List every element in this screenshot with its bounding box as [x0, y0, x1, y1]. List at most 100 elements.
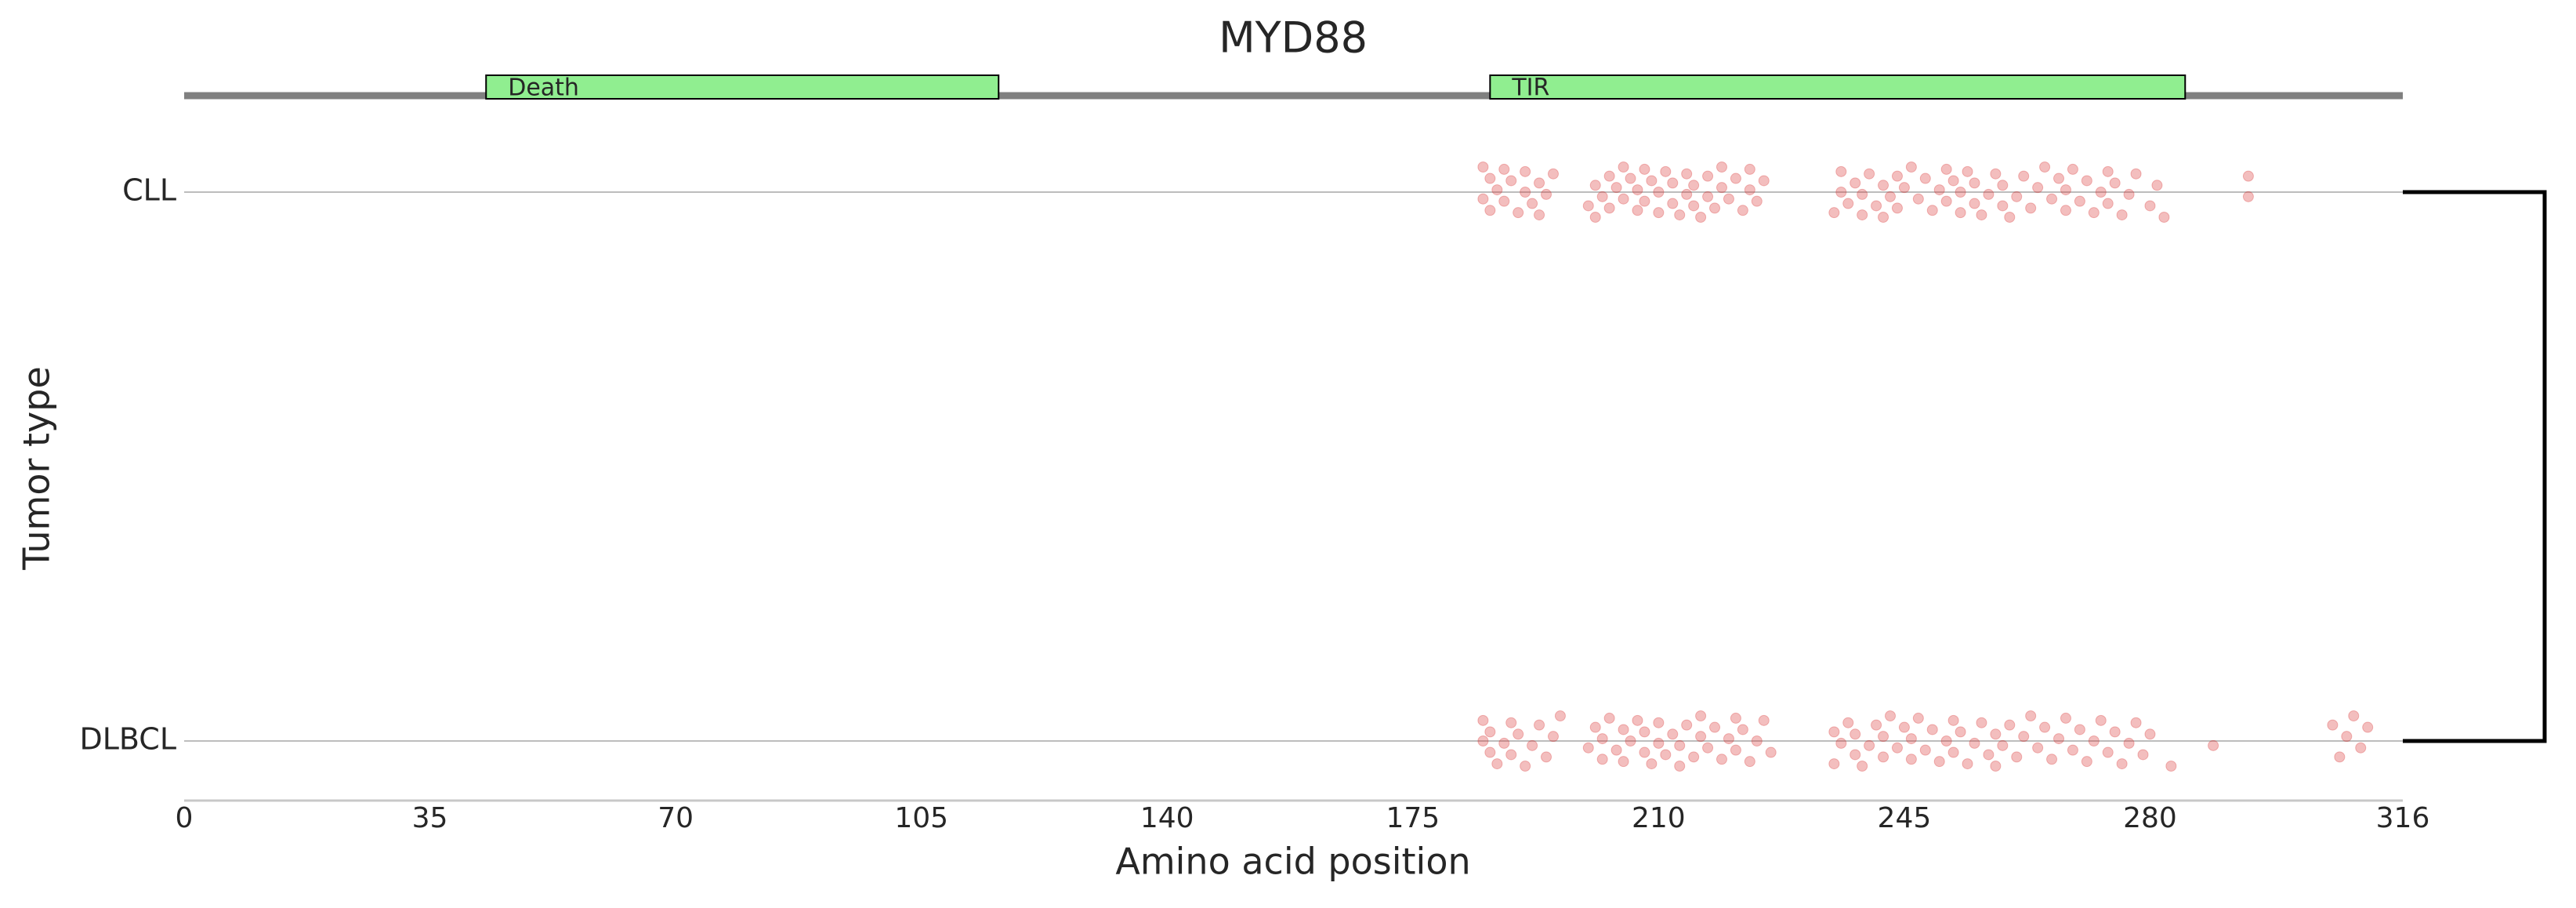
mutation-point [2242, 170, 2254, 182]
mutation-point [1688, 200, 1700, 212]
mutation-point [1828, 726, 1840, 738]
mutation-point [1828, 758, 1840, 770]
mutation-point [1716, 754, 1727, 765]
mutation-point [1639, 746, 1650, 758]
mutation-point [1484, 746, 1496, 758]
mutation-point [1527, 198, 1538, 209]
x-tick-label: 70 [658, 802, 694, 834]
mutation-point [1667, 728, 1679, 740]
mutation-point [1709, 721, 1721, 733]
mutation-point [1898, 182, 1910, 194]
x-tick-label: 245 [1878, 802, 1932, 834]
mutation-point [2074, 195, 2085, 207]
mutation-point [1596, 191, 1608, 202]
mutation-point [2116, 209, 2128, 221]
mutation-point [1737, 724, 1748, 735]
mutation-point [1534, 177, 1545, 189]
mutation-point [1947, 714, 1959, 726]
mutation-point [2039, 721, 2051, 733]
mutation-point [1933, 184, 1945, 196]
mutation-point [1857, 761, 1868, 772]
mutation-point [1498, 163, 1510, 175]
mutation-point [1513, 728, 1524, 740]
mutation-point [1702, 191, 1714, 202]
mutation-point [2116, 758, 2128, 770]
domain-label: TIR [1511, 74, 1549, 102]
mutation-point [1857, 188, 1868, 200]
mutation-point [1484, 173, 1496, 184]
mutation-point [1625, 735, 1636, 746]
mutation-point [1962, 758, 1973, 770]
mutation-point [1716, 162, 1727, 173]
mutation-point [1850, 728, 1861, 740]
y-tick-label: CLL [122, 173, 176, 208]
mutation-point [1484, 205, 1496, 216]
mutation-point [1541, 751, 1552, 763]
mutation-point [2165, 761, 2177, 772]
mutation-point [2081, 756, 2092, 768]
mutation-point [1695, 731, 1707, 743]
mutation-point [1850, 749, 1861, 761]
mutation-point [1969, 177, 1980, 189]
mutation-point [1547, 168, 1559, 180]
mutation-point [1864, 168, 1875, 180]
mutation-point [1610, 744, 1622, 756]
mutation-point [2011, 191, 2023, 202]
mutation-point [1969, 737, 1980, 749]
mutation-point [1933, 756, 1945, 768]
mutation-point [1744, 184, 1755, 196]
mutation-point [1653, 737, 1665, 749]
mutation-point [1618, 193, 1629, 205]
mutation-point [1947, 175, 1959, 187]
mutation-point [1520, 761, 1531, 772]
mutation-point [1491, 758, 1503, 770]
mutation-point [1765, 746, 1777, 758]
mutation-point [1681, 168, 1693, 180]
mutation-point [1947, 746, 1959, 758]
mutation-point [1885, 710, 1897, 721]
mutation-point [2144, 728, 2156, 740]
mutation-point [1534, 209, 1545, 221]
x-tick-label: 0 [176, 802, 194, 834]
mutation-point [2053, 173, 2065, 184]
mutation-point [1534, 719, 1545, 731]
mutation-point [1990, 761, 2002, 772]
mutation-point [1505, 175, 1517, 187]
mutation-point [2158, 212, 2170, 223]
mutation-point [2242, 191, 2254, 202]
mutation-point [1625, 173, 1636, 184]
mutation-point [2123, 737, 2135, 749]
mutation-point [1484, 726, 1496, 738]
mutation-point [1603, 202, 1615, 214]
mutation-point [1554, 710, 1566, 721]
mutation-point [1695, 710, 1707, 721]
mutation-point [2011, 751, 2023, 763]
mutation-point [1674, 739, 1686, 751]
mutation-point [2327, 719, 2339, 731]
mutation-point [1498, 195, 1510, 207]
mutation-point [1491, 184, 1503, 196]
mutation-point [2109, 726, 2121, 738]
mutation-point [1857, 209, 1868, 221]
mutation-point [1505, 717, 1517, 728]
mutation-point [1660, 165, 1672, 177]
x-tick-label: 280 [2123, 802, 2177, 834]
mutation-point [1716, 182, 1727, 194]
mutation-point [1940, 735, 1952, 746]
mutation-point [1878, 212, 1889, 223]
mutation-point [2341, 731, 2353, 743]
mutation-point [2018, 731, 2030, 743]
mutation-point [1976, 209, 1987, 221]
mutation-point [1730, 173, 1741, 184]
mutation-point [1891, 170, 1903, 182]
mutation-point [1898, 721, 1910, 733]
mutation-point [1905, 754, 1917, 765]
mutation-point [1955, 726, 1966, 738]
x-tick-label: 140 [1140, 802, 1194, 834]
mutation-point [2095, 714, 2107, 726]
mutation-point [1653, 187, 1665, 198]
mutation-point [1674, 209, 1686, 221]
mutation-point [1919, 744, 1931, 756]
mutation-point [1835, 187, 1847, 198]
